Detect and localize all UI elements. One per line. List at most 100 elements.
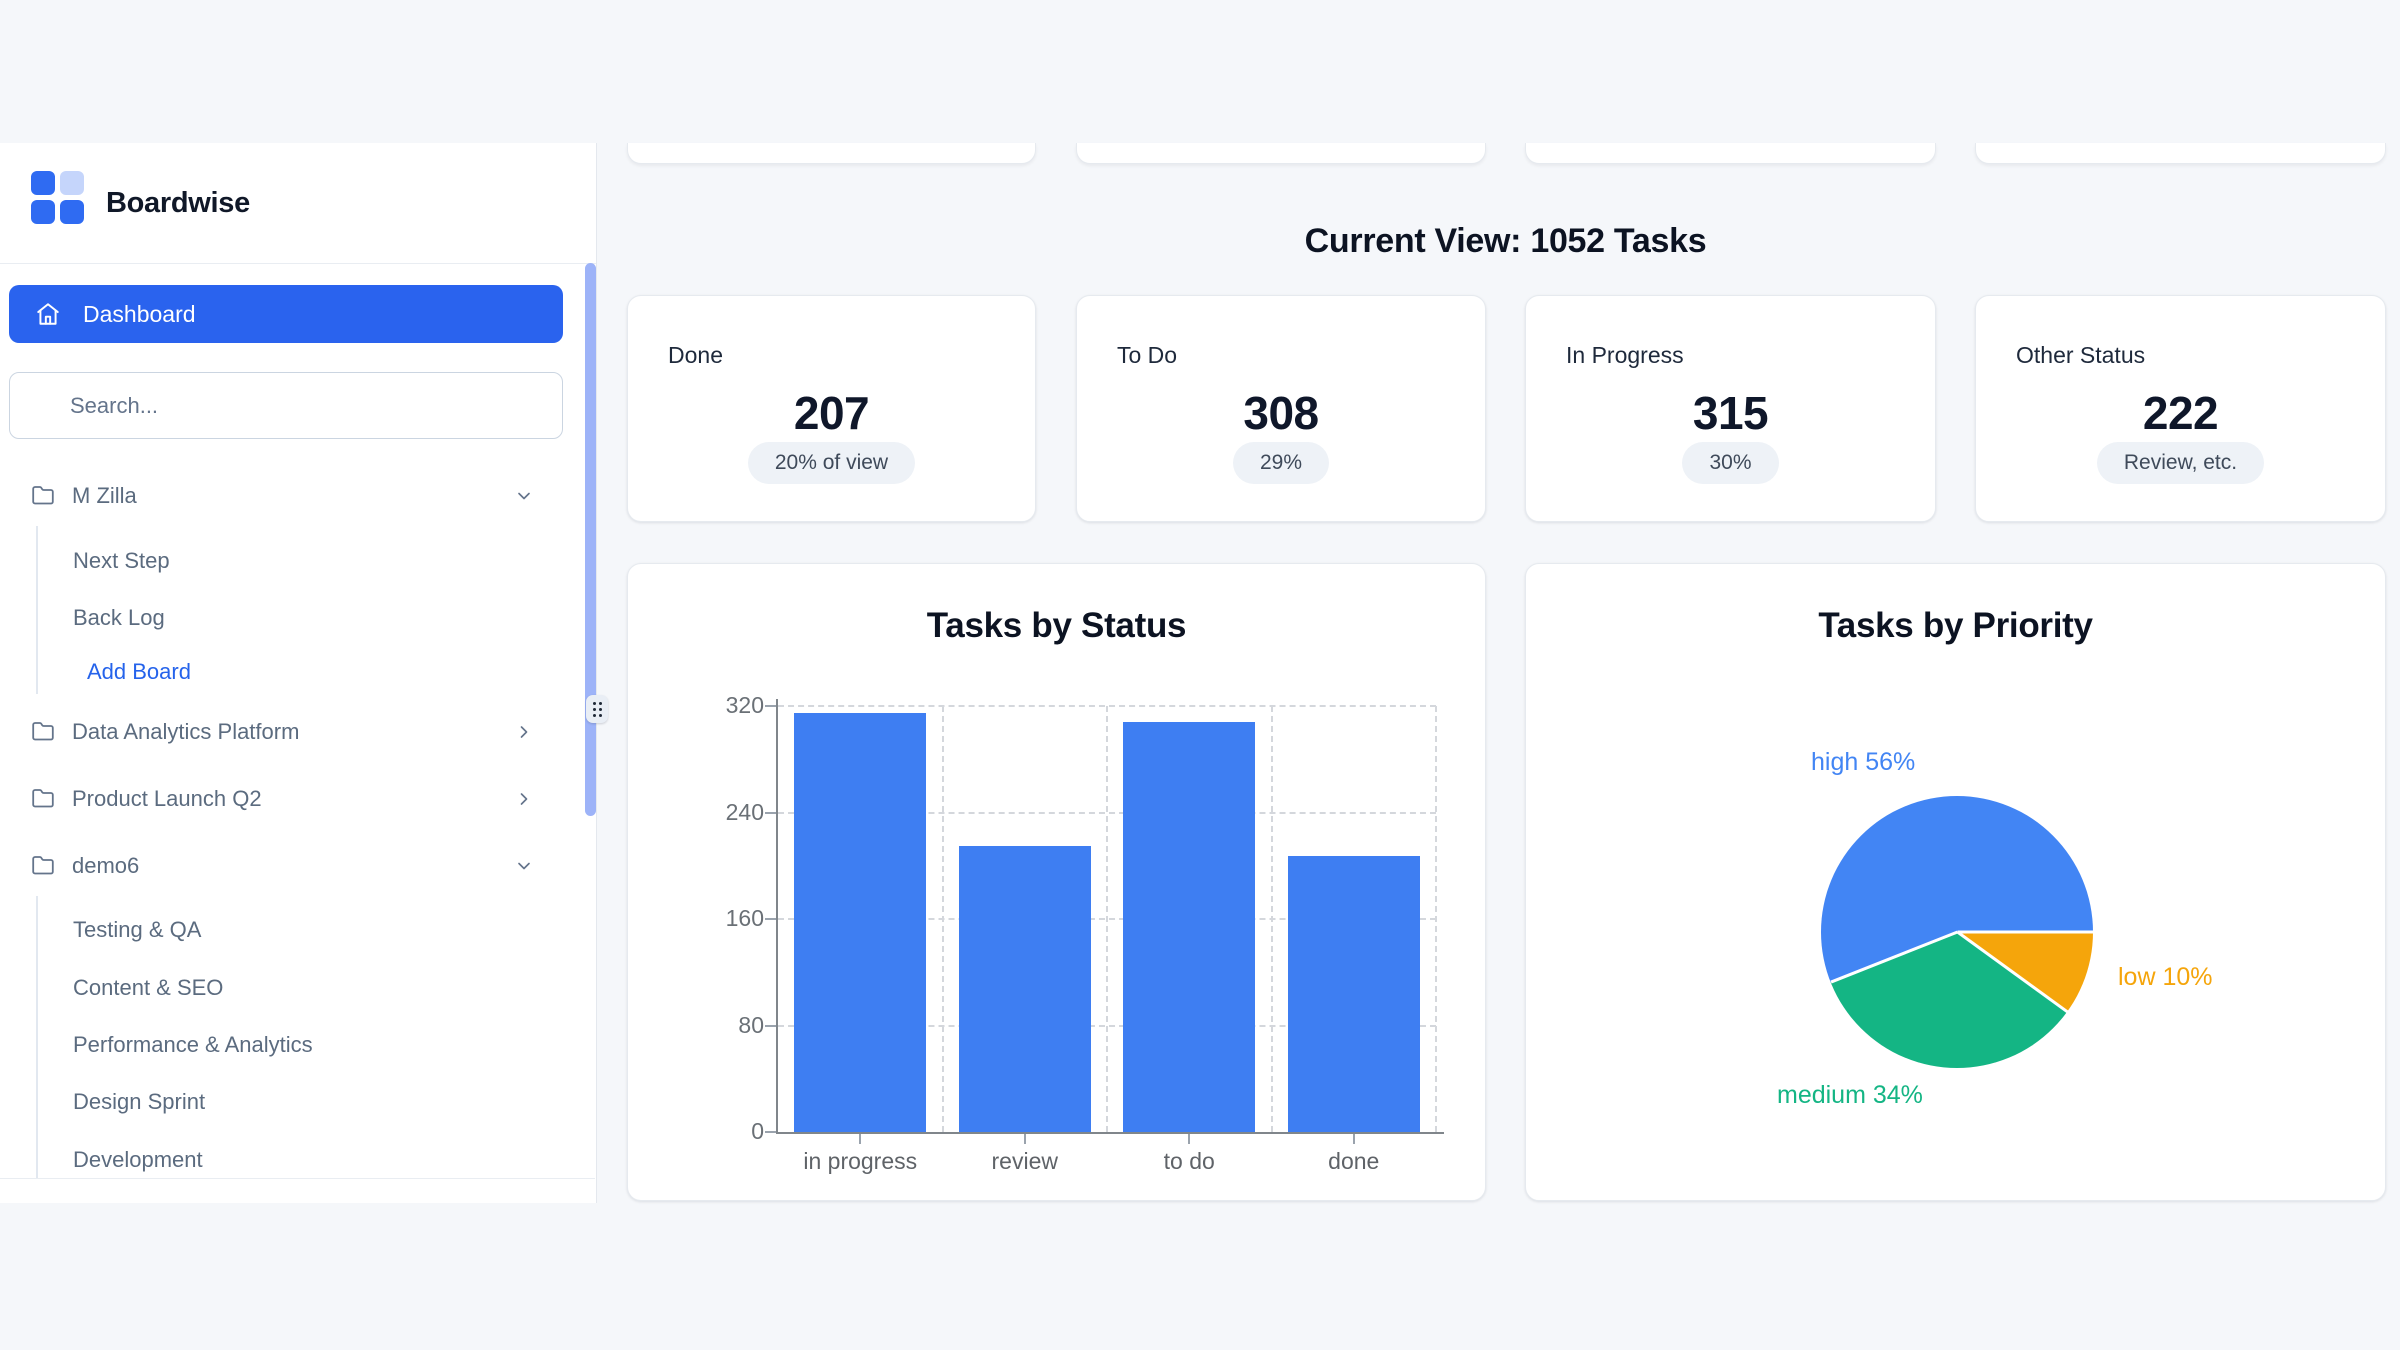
x-axis-label: in progress (803, 1148, 918, 1174)
chart-title: Tasks by Status (926, 606, 1187, 645)
x-axis-line (776, 1132, 1444, 1134)
add-board-button[interactable]: Add Board (0, 649, 560, 695)
sidebar-item-m-zilla[interactable]: M Zilla (0, 468, 596, 524)
chevron-right-icon[interactable] (514, 722, 534, 742)
stat-label: To Do (1117, 342, 1178, 368)
dashboard-label: Dashboard (83, 300, 196, 327)
board-label: Development (73, 1147, 203, 1172)
cutoff-card (1076, 143, 1486, 164)
chevron-right-icon[interactable] (514, 789, 534, 809)
x-axis-label: to do (1163, 1148, 1215, 1174)
cutoff-card (1975, 143, 2386, 164)
sidebar-item-label: Product Launch Q2 (72, 786, 262, 811)
y-tick-label: 0 (751, 1118, 764, 1144)
board-label: Content & SEO (73, 975, 224, 1000)
sidebar-item-label: demo6 (72, 853, 140, 878)
sidebar-item-content-seo[interactable]: Content & SEO (0, 965, 560, 1011)
grid-line-x (1106, 706, 1108, 1132)
tasks-by-priority-chart-card: Tasks by Priority high 56% low 10% mediu… (1525, 563, 2386, 1201)
pie-label-high: high 56% (1811, 748, 1916, 776)
pie-label-medium: medium 34% (1777, 1081, 1923, 1109)
stat-badge: Review, etc. (2096, 442, 2265, 484)
sidebar: Boardwise Dashboard M Zilla Next Step Ba… (0, 143, 597, 1203)
x-tick-mark (1352, 1134, 1355, 1144)
stat-card-done: Done 207 20% of view (627, 295, 1036, 522)
sidebar-item-dashboard[interactable]: Dashboard (9, 285, 563, 343)
y-tick-label: 160 (725, 905, 764, 931)
stat-badge: 30% (1682, 442, 1779, 484)
stat-value: 308 (1243, 387, 1319, 439)
folder-icon (31, 854, 55, 878)
x-tick-mark (1188, 1134, 1191, 1144)
folder-icon (31, 787, 55, 811)
y-tick-mark (765, 1131, 778, 1133)
grid-line-x (1270, 706, 1273, 1132)
stat-card-other-status: Other Status 222 Review, etc. (1975, 295, 2386, 522)
board-label: Performance & Analytics (73, 1032, 313, 1057)
page-title: Current View: 1052 Tasks (1304, 222, 1707, 260)
x-tick-mark (1023, 1134, 1026, 1144)
boardwise-logo-icon (31, 171, 84, 224)
sidebar-item-development[interactable]: Development (0, 1137, 560, 1183)
cutoff-card (1525, 143, 1936, 164)
sidebar-item-label: Data Analytics Platform (72, 719, 300, 744)
stat-value: 315 (1692, 387, 1769, 439)
y-axis-line (776, 699, 778, 1134)
sidebar-item-demo6[interactable]: demo6 (0, 838, 596, 894)
stat-value: 222 (2142, 387, 2219, 439)
sidebar-item-testing-qa[interactable]: Testing & QA (0, 907, 560, 953)
bar-chart: 0 80 160 240 320 in progress review to do done (628, 564, 1485, 1200)
chevron-down-icon[interactable] (514, 486, 534, 506)
stat-value: 207 (793, 387, 870, 439)
stat-card-in-progress: In Progress 315 30% (1525, 295, 1936, 522)
tree-indent-line (36, 896, 38, 1178)
bar-in-progress (794, 712, 927, 1132)
chart-title: Tasks by Priority (1818, 606, 2093, 645)
y-tick-label: 80 (738, 1011, 764, 1038)
app-title: Boardwise (106, 186, 250, 219)
sidebar-item-performance-analytics[interactable]: Performance & Analytics (0, 1022, 560, 1068)
pie-label-low: low 10% (2118, 963, 2213, 991)
folder-icon (31, 720, 55, 744)
board-label: Testing & QA (73, 917, 202, 942)
stat-label: Done (668, 342, 723, 368)
stat-card-todo: To Do 308 29% (1076, 295, 1486, 522)
x-axis-label: review (991, 1148, 1058, 1174)
x-tick-mark (859, 1134, 862, 1144)
board-label: Design Sprint (73, 1089, 206, 1114)
tree-indent-line (36, 526, 38, 694)
board-label: Next Step (73, 548, 170, 573)
search-input[interactable] (9, 372, 563, 439)
sidebar-item-design-sprint[interactable]: Design Sprint (0, 1079, 560, 1125)
x-axis-label: done (1328, 1148, 1380, 1174)
bar-review (958, 845, 1091, 1132)
stat-label: Other Status (2016, 342, 2146, 368)
cutoff-card (627, 143, 1036, 164)
sidebar-scrollbar[interactable] (585, 263, 596, 816)
home-icon (37, 303, 59, 325)
folder-icon (31, 484, 55, 508)
sidebar-item-product-launch-q2[interactable]: Product Launch Q2 (0, 771, 596, 827)
y-tick-label: 240 (725, 798, 764, 825)
stat-label: In Progress (1566, 342, 1684, 368)
stat-badge: 20% of view (747, 442, 916, 484)
y-tick-mark (765, 811, 778, 814)
sidebar-item-back-log[interactable]: Back Log (0, 595, 560, 641)
chevron-down-icon[interactable] (514, 856, 534, 876)
sidebar-item-next-step[interactable]: Next Step (0, 538, 560, 584)
y-tick-mark (765, 918, 778, 920)
sidebar-resize-handle[interactable] (586, 695, 608, 723)
grid-line-x (1435, 706, 1437, 1132)
sidebar-item-label: M Zilla (72, 483, 137, 508)
board-label: Back Log (73, 605, 165, 630)
stat-badge: 29% (1232, 442, 1330, 484)
sidebar-header: Boardwise (0, 143, 596, 264)
divider (0, 1178, 595, 1179)
search-box (9, 372, 563, 439)
bar-to-do (1123, 721, 1256, 1132)
y-tick-mark (765, 705, 778, 707)
tasks-by-status-chart-card: Tasks by Status 0 80 160 240 320 in progress r… (627, 563, 1486, 1201)
pie-chart (1821, 796, 2093, 1068)
sidebar-item-data-analytics-platform[interactable]: Data Analytics Platform (0, 704, 596, 760)
